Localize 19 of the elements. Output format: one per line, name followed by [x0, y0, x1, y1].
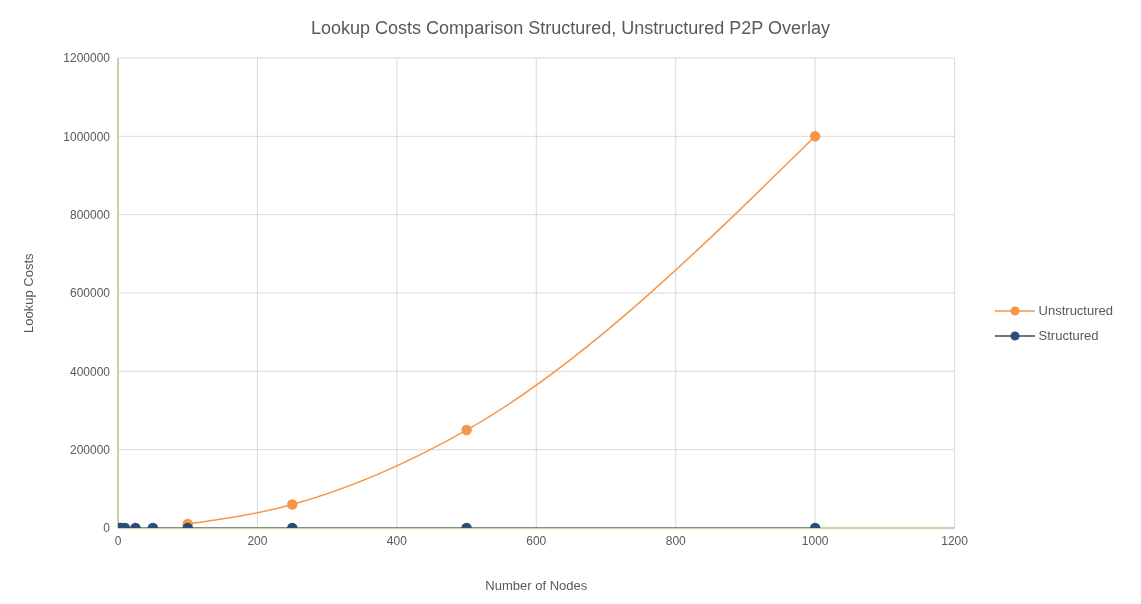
y-tick-label: 0 [103, 521, 111, 536]
x-tick-label: 600 [526, 533, 547, 548]
legend-label: Unstructured [1038, 303, 1113, 318]
y-tick-label: 600000 [69, 286, 111, 301]
y-tick-label: 1000000 [63, 129, 111, 144]
y-tick-label: 200000 [69, 442, 111, 457]
y-tick-label: 400000 [69, 364, 111, 379]
x-tick-label: 1200 [941, 533, 969, 548]
x-tick-label: 0 [114, 533, 122, 548]
legend-label: Structured [1038, 328, 1099, 343]
y-tick-label: 1200000 [63, 51, 111, 66]
y-axis-title: Lookup Costs [20, 253, 36, 333]
x-tick-label: 1000 [801, 533, 829, 548]
x-tick-label: 800 [665, 533, 687, 548]
y-tick-label: 800000 [69, 207, 111, 222]
x-axis-title: Number of Nodes [485, 578, 588, 593]
chart-title: Lookup Costs Comparison Structured, Unstructured P2P Overlay [310, 17, 831, 40]
x-tick-label: 200 [247, 533, 268, 548]
x-tick-label: 400 [386, 533, 408, 548]
